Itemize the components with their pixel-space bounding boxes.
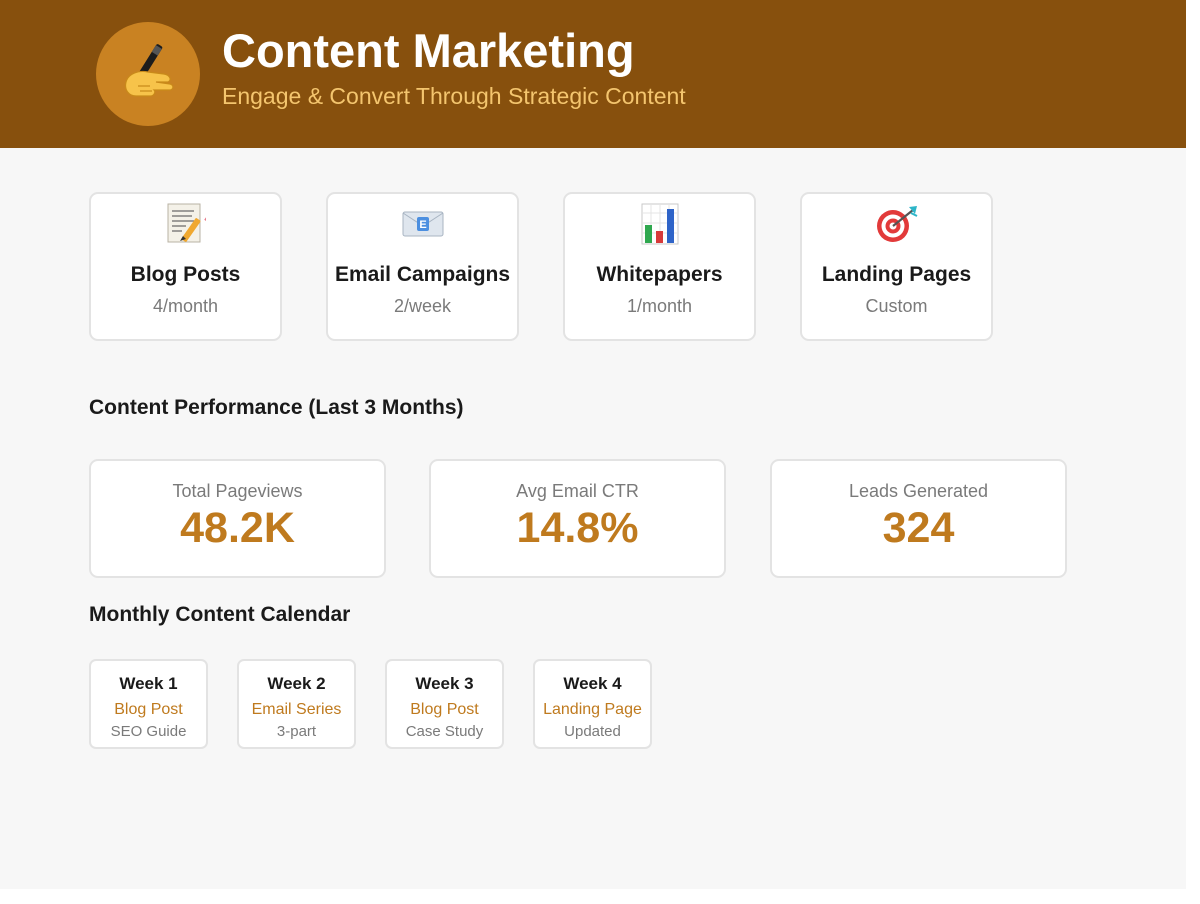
channel-card-landing-pages: Landing Pages Custom [800,192,993,341]
channel-card-blog-posts: Blog Posts 4/month [89,192,282,341]
channel-name: Email Campaigns [334,263,511,286]
page-header: Content Marketing Engage & Convert Throu… [0,0,1186,148]
page-subtitle: Engage & Convert Through Strategic Conte… [222,83,686,109]
calendar-section-title: Monthly Content Calendar [89,603,351,626]
week-content-type: Blog Post [410,701,479,718]
metric-card-email-ctr: Avg Email CTR 14.8% [429,459,726,578]
calendar-week-card: Week 3 Blog Post Case Study [385,659,504,749]
calendar-week-card: Week 1 Blog Post SEO Guide [89,659,208,749]
week-label: Week 2 [267,674,326,693]
metric-card-leads: Leads Generated 324 [770,459,1067,578]
channel-name: Blog Posts [130,263,241,286]
memo-icon [91,202,280,246]
channel-name: Landing Pages [821,263,972,286]
channel-frequency: 2/week [393,296,452,316]
channel-frequency: Custom [865,296,928,316]
page-background: Content Marketing Engage & Convert Throu… [0,0,1186,749]
svg-text:E: E [419,219,426,231]
bar-chart-icon [565,202,754,246]
metric-label: Total Pageviews [172,481,303,501]
channel-name: Whitepapers [596,263,723,286]
metric-value: 324 [882,504,955,552]
week-content-note: Case Study [405,723,484,740]
metric-value: 14.8% [516,504,639,552]
metric-card-pageviews: Total Pageviews 48.2K [89,459,386,578]
week-content-note: Updated [564,723,621,740]
week-label: Week 3 [415,674,474,693]
metric-label: Avg Email CTR [516,481,639,501]
metric-label: Leads Generated [848,481,989,501]
logo-badge [96,22,200,126]
channel-frequency: 4/month [152,296,219,316]
target-icon [802,202,991,246]
calendar-week-card: Week 2 Email Series 3-part [237,659,356,749]
week-content-type: Email Series [251,701,342,718]
envelope-icon: E [328,202,517,246]
page-title: Content Marketing [222,24,635,77]
calendar-week-card: Week 4 Landing Page Updated [533,659,652,749]
week-content-note: 3-part [276,723,317,740]
week-content-type: Blog Post [114,701,183,718]
writing-hand-icon [116,40,180,109]
week-content-note: SEO Guide [110,723,187,740]
performance-section-title: Content Performance (Last 3 Months) [89,396,464,419]
channel-frequency: 1/month [626,296,693,316]
channel-card-email-campaigns: E Email Campaigns 2/week [326,192,519,341]
metric-value: 48.2K [180,504,295,552]
channel-card-whitepapers: Whitepapers 1/month [563,192,756,341]
week-content-type: Landing Page [543,701,642,718]
week-label: Week 4 [563,674,622,693]
week-label: Week 1 [119,674,178,693]
